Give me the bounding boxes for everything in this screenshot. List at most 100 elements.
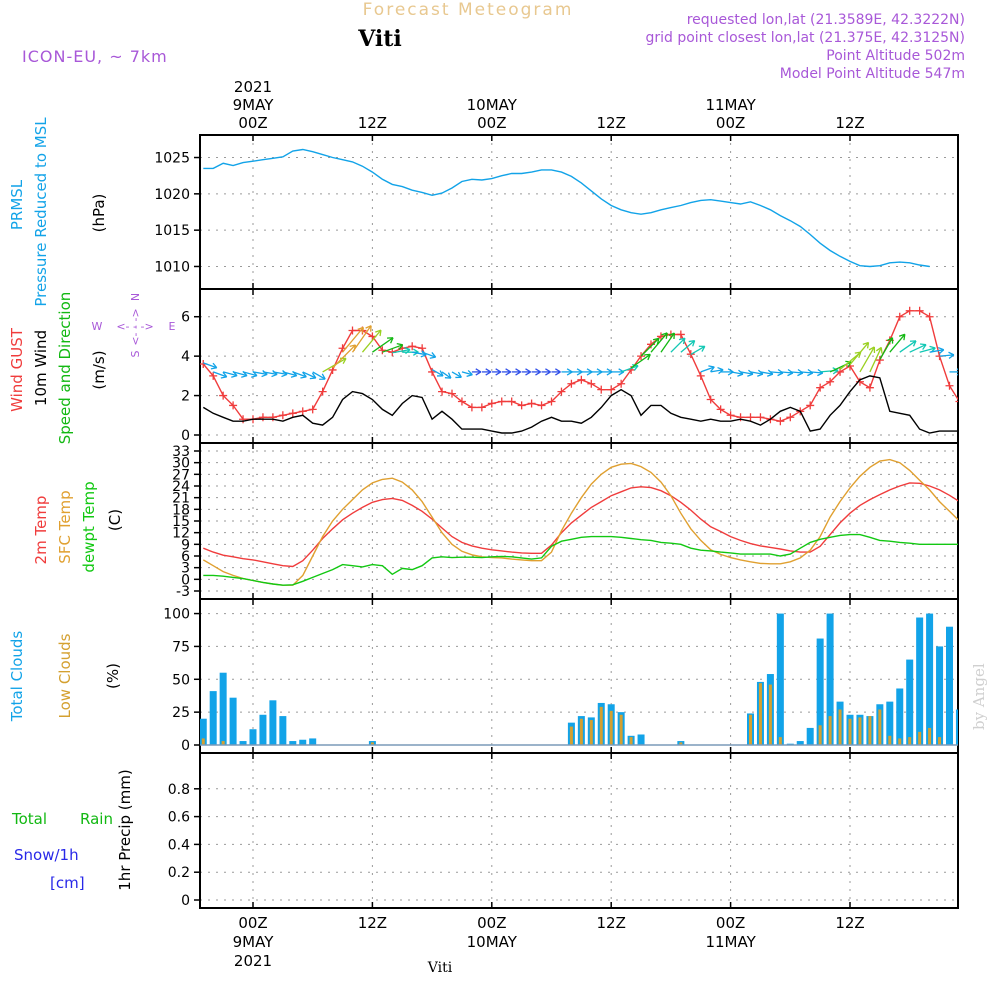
- y-tick-label: 1020: [154, 187, 190, 203]
- dewpt-line: [203, 533, 958, 586]
- wind-arrow: [630, 353, 651, 369]
- wind-arrow: [282, 371, 297, 377]
- top-year: 2021: [234, 78, 272, 96]
- wind-arrowhead: [365, 325, 372, 332]
- top-date-label: 9MAY: [233, 96, 275, 114]
- requested-coords: requested lon,lat (21.3589E, 42.3222N): [687, 12, 965, 28]
- wind-arrow: [372, 337, 394, 353]
- bottom-time-label: 00Z: [238, 914, 267, 932]
- sfc-temp-line: [202, 458, 958, 586]
- model-altitude: Model Point Altitude 547m: [780, 66, 965, 82]
- station-name: Viti: [357, 26, 402, 52]
- wind-arrow: [820, 369, 839, 373]
- wind-arrow: [232, 371, 248, 377]
- low-cloud-bar: [758, 683, 762, 745]
- low-cloud-bar: [848, 718, 852, 745]
- gust-marker: [597, 385, 606, 394]
- y-tick-label: 0: [181, 572, 190, 588]
- total-cloud-bar: [309, 738, 317, 745]
- top-time-label: 12Z: [597, 114, 626, 132]
- low-cloud-bar: [599, 706, 603, 745]
- wind-arrow: [292, 371, 307, 378]
- model-name: ICON-EU, ~ 7km: [22, 47, 168, 66]
- wind-arrowhead: [475, 368, 482, 376]
- wind-arrow: [421, 351, 436, 358]
- gust-marker: [607, 385, 616, 394]
- wind-arrowhead: [429, 352, 437, 359]
- wind-arrow: [740, 371, 754, 375]
- wind-arrow: [700, 366, 715, 373]
- gust-marker: [438, 387, 447, 396]
- wind10m-label: 10m Wind: [32, 330, 50, 406]
- low-cloud-bar: [938, 737, 942, 745]
- series-group: [203, 148, 930, 268]
- gust-marker: [617, 379, 626, 388]
- y-tick-label: -3: [176, 584, 190, 600]
- total-cloud-bar: [289, 741, 297, 745]
- pressure-unit-label: (hPa): [90, 194, 108, 233]
- low-cloud-bar: [619, 714, 623, 745]
- gust-marker: [637, 352, 646, 361]
- low-cloud-bar: [749, 714, 752, 745]
- gust-marker: [467, 403, 476, 412]
- total-cloud-bar: [816, 638, 824, 745]
- sfc-temp-label: SFC Temp: [56, 490, 74, 563]
- top-time-label: 00Z: [477, 114, 506, 132]
- y-tick-label: 0.2: [168, 865, 190, 881]
- wind-arrowhead: [987, 369, 992, 375]
- y-tick-label: 0: [181, 738, 190, 754]
- gust-marker: [905, 306, 914, 315]
- low-cloud-bar: [201, 738, 205, 745]
- gust-marker: [716, 405, 725, 414]
- series-group: [202, 458, 958, 586]
- wind-arrowhead: [357, 326, 365, 334]
- wind-arrow: [342, 326, 364, 353]
- gust-marker: [975, 394, 983, 402]
- bottom-date-label: 11MAY: [705, 933, 756, 951]
- y-tick-label: 2: [181, 389, 190, 405]
- wind-arrowhead: [210, 362, 218, 370]
- wind-arrowhead: [340, 357, 347, 364]
- low-cloud-bar: [898, 738, 902, 745]
- wind-arrow: [431, 368, 444, 377]
- total-cloud-bar: [269, 700, 277, 745]
- precip-unit-label: 1hr Precip (mm): [116, 769, 134, 890]
- snow-label: Snow/1h: [14, 846, 79, 864]
- panel-precip: 0 0.2 0.4 0.6 0.8: [168, 752, 959, 909]
- wind-arrow: [242, 371, 258, 377]
- total-cloud-bar: [906, 659, 914, 745]
- wind-arrowhead: [495, 368, 502, 376]
- wind-arrowhead: [545, 368, 551, 376]
- wind-unit-label: (m/s): [90, 350, 108, 389]
- gust-marker: [826, 377, 835, 386]
- gust-marker: [786, 413, 795, 422]
- gust-marker: [348, 326, 357, 335]
- y-tick-label: 1015: [154, 223, 190, 239]
- top-time-label: 12Z: [358, 114, 387, 132]
- gust-marker: [865, 383, 874, 392]
- bottom-time-label: 00Z: [477, 914, 506, 932]
- wind-arrow: [919, 347, 936, 353]
- panel-clouds: 0 25 50 75 100: [163, 598, 959, 754]
- wind-arrowhead: [300, 371, 307, 379]
- wind-arrow: [810, 371, 823, 374]
- wind-arrow: [750, 371, 764, 375]
- gust-marker: [955, 400, 958, 403]
- wind-arrow: [361, 329, 382, 353]
- snow-unit-label: [cm]: [50, 874, 85, 892]
- low-cloud-bar: [768, 684, 772, 745]
- gust-marker: [457, 397, 466, 406]
- y-tick-label: 27: [172, 467, 190, 483]
- total-cloud-bar: [776, 613, 784, 745]
- y-tick-label: 0.6: [168, 810, 190, 826]
- cloud-unit-label: (%): [104, 663, 122, 689]
- wind-line: [202, 375, 958, 434]
- wind-arrow: [859, 346, 875, 373]
- wind-arrowhead: [652, 337, 660, 345]
- low-cloud-bar: [868, 716, 872, 745]
- total-cloud-bar: [926, 613, 934, 745]
- panel-labels: PRMSL Pressure Reduced to MSL (hPa) Wind GU…: [8, 117, 176, 892]
- gust-marker: [428, 367, 437, 376]
